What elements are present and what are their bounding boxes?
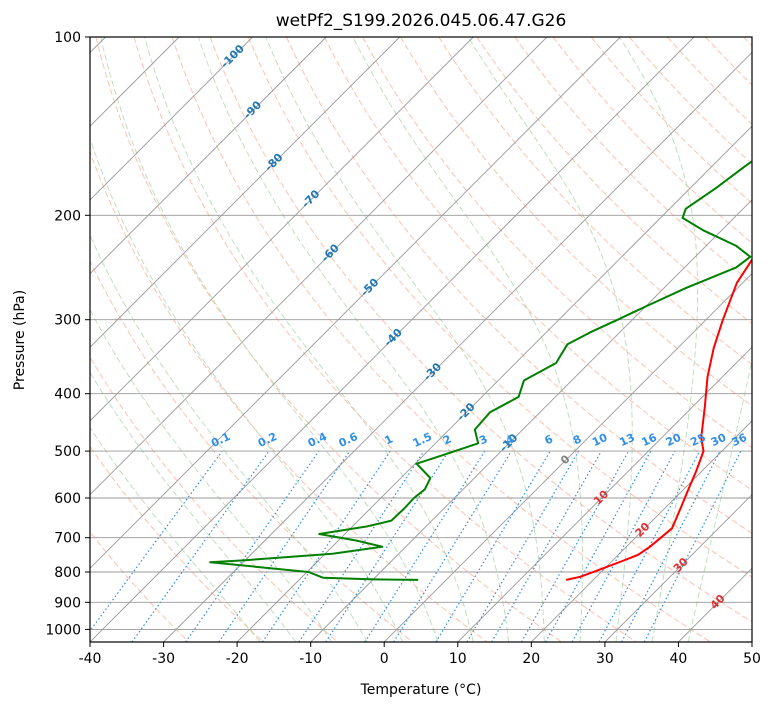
isotherm-line: [605, 37, 775, 642]
dry-adiabat-line: [0, 37, 263, 642]
mixing-ratio-label: 3: [477, 432, 489, 447]
dry-adiabat-line: [667, 37, 775, 642]
mixing-ratio-label: 20: [664, 431, 684, 449]
mixing-ratio-label: 1.5: [411, 430, 434, 450]
mixing-ratio-label: 0.1: [209, 430, 232, 450]
mixing-ratio-line: [82, 451, 222, 642]
mixing-ratio-label: 16: [640, 431, 660, 449]
mixing-ratio-label: 0.6: [337, 430, 360, 450]
isotherm-line: [164, 37, 768, 642]
mixing-ratio-label: 10: [590, 431, 610, 449]
mixing-ratio-line: [572, 451, 675, 642]
y-tick-label: 900: [54, 595, 81, 611]
mixing-ratio-label: 6: [543, 432, 556, 447]
x-axis-label: Temperature (°C): [360, 682, 482, 698]
x-tick-label: -30: [152, 651, 175, 667]
mixing-ratio-label: 1: [383, 432, 395, 447]
dry-adiabat-line: [439, 37, 775, 642]
mixing-ratio-line: [546, 451, 651, 642]
isotherm-label: 40: [708, 592, 728, 612]
isotherm-line: [0, 37, 547, 642]
x-tick-label: -20: [226, 651, 249, 667]
plot-series: [210, 37, 775, 580]
isotherm-line: [458, 37, 775, 642]
y-tick-label: 300: [54, 313, 81, 329]
moist-adiabat-line: [32, 37, 367, 642]
y-axis-label: Pressure (hPa): [12, 290, 28, 390]
isotherm-line: [0, 37, 473, 642]
isotherm-line: [0, 37, 326, 642]
x-tick-label: 20: [522, 651, 540, 667]
x-tick-label: 30: [596, 651, 614, 667]
isotherm-line: [752, 37, 775, 642]
isotherm-label: -30: [421, 360, 444, 383]
moist-adiabat-line: [468, 37, 632, 642]
dry-adiabat-line: [210, 37, 775, 642]
isotherm-label: -20: [454, 400, 477, 423]
isotherm-label: -40: [382, 326, 405, 349]
dry-adiabat-line: [629, 37, 775, 642]
mixing-ratio-label: 13: [617, 431, 636, 449]
dry-adiabat-line: [0, 37, 338, 642]
y-tick-label: 1000: [45, 622, 81, 638]
x-tick-label: 10: [449, 651, 467, 667]
dry-adiabat-line: [553, 37, 775, 642]
y-tick-label: 400: [54, 387, 81, 403]
x-tick-label: -40: [79, 651, 102, 667]
x-tick-label: 40: [669, 651, 687, 667]
x-tick-label: -10: [299, 651, 322, 667]
y-tick-label: 100: [54, 30, 81, 46]
isotherm-line: [0, 37, 253, 642]
dry-adiabat-line: [0, 37, 189, 642]
mixing-ratio-label: 30: [709, 431, 729, 449]
mixing-ratio-label: 2: [441, 432, 453, 447]
chart-title: wetPf2_S199.2026.045.06.47.G26: [276, 11, 567, 31]
dry-adiabat-line: [591, 37, 775, 642]
dry-adiabat-line: [744, 37, 775, 642]
moist-adiabat-line: [688, 37, 775, 642]
isotherm-line: [678, 37, 775, 642]
mixing-ratio-label: 8: [571, 432, 583, 447]
dry-adiabat-line: [58, 37, 487, 642]
dry-adiabat-line: [286, 37, 775, 642]
isotherm-label: 10: [591, 487, 611, 507]
isotherm-label: 20: [633, 520, 653, 540]
mixing-ratio-line: [263, 451, 391, 642]
mixing-ratio-label: 0.2: [256, 430, 279, 450]
isotherm-label: -70: [299, 187, 322, 210]
y-tick-label: 600: [54, 491, 81, 507]
moist-adiabat-line: [4, 37, 331, 642]
isotherm-line: [531, 37, 775, 642]
isotherm-label: -90: [241, 98, 264, 121]
x-tick-label: 50: [743, 651, 761, 667]
y-tick-label: 200: [54, 208, 81, 224]
moist-adiabat-line: [0, 37, 260, 642]
mixing-ratio-label: 0.4: [306, 430, 329, 450]
y-tick-label: 800: [54, 565, 81, 581]
dewpoint-profile-line: [210, 37, 775, 580]
y-tick-label: 700: [54, 531, 81, 547]
isotherm-line: [16, 37, 620, 642]
mixing-ratio-label: 25: [688, 431, 707, 449]
x-tick-label: 0: [380, 651, 389, 667]
y-tick-label: 500: [54, 444, 81, 460]
mixing-ratio-line: [299, 451, 424, 642]
isotherm-line: [0, 37, 400, 642]
